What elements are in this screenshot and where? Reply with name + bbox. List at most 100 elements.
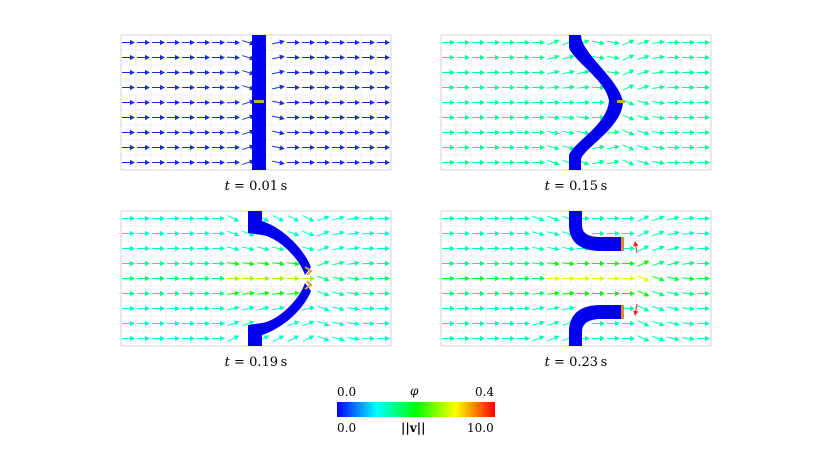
- panel-4-arrow: [546, 261, 560, 267]
- panel-4-arrow: [547, 305, 560, 311]
- panel-2-arrow: [666, 129, 680, 136]
- panel-2-arrow: [637, 84, 650, 90]
- panel-3-arrow: [346, 321, 360, 327]
- panel-1-arrow: [226, 144, 240, 151]
- panel-3-arrow: [197, 335, 210, 342]
- panel-2-arrow: [637, 130, 650, 136]
- panel-1-arrow: [347, 84, 360, 91]
- panel-4-arrow: [622, 320, 635, 327]
- panel-1-arrow: [226, 129, 240, 136]
- colorbar-phi-symbol: φ: [410, 384, 419, 398]
- panel-4-arrow: [637, 320, 650, 327]
- panel-4-arrow: [517, 245, 530, 252]
- panel-3-arrow: [182, 305, 195, 312]
- panel-3-arrow: [227, 275, 240, 282]
- panel-3-arrow: [332, 245, 345, 251]
- panel-4-arrow: [696, 260, 710, 267]
- panel-2-arrow: [457, 159, 470, 166]
- panel-3-arrow: [122, 335, 135, 342]
- panel-4-arrow: [607, 215, 620, 222]
- panel-1-arrow: [167, 114, 180, 121]
- panel-1-arrow: [302, 69, 315, 76]
- panel-4-arrow: [502, 275, 515, 282]
- panel-1-arrow: [167, 54, 180, 61]
- colorbar-v-max: 10.0: [467, 421, 494, 435]
- panel-3-interface-mark-bottom: [304, 280, 313, 290]
- panel-2-arrow: [517, 69, 530, 76]
- panel-1-arrow: [362, 114, 375, 121]
- panel-1-arrow: [226, 159, 240, 166]
- panel-2-arrow: [591, 114, 605, 121]
- panel-1-arrow: [347, 69, 360, 76]
- panel-4-arrow: [502, 305, 515, 312]
- panel-2-arrow: [697, 69, 710, 76]
- panel-1-arrow: [317, 69, 330, 76]
- panel-3-arrow: [361, 245, 375, 252]
- panel-4-arrow: [667, 306, 680, 312]
- panel-3-arrow: [346, 230, 360, 236]
- panel-2-arrow: [547, 99, 560, 106]
- panel-4-arrow: [472, 245, 485, 252]
- panel-3-arrow: [332, 336, 345, 342]
- panel-1-arrow: [137, 69, 150, 76]
- panel-3-wall: [248, 211, 311, 346]
- panel-1-arrow: [362, 99, 375, 106]
- panel-4-arrow: [502, 320, 515, 327]
- panel-1-arrow: [347, 144, 360, 151]
- panel-3-arrow: [361, 320, 375, 327]
- panel-1-arrow: [212, 114, 225, 121]
- panel-1-arrow: [272, 145, 285, 151]
- panel-1-arrow: [332, 114, 345, 121]
- panel-1-arrow: [152, 39, 165, 46]
- panel-1-arrow: [167, 39, 180, 46]
- panel-3-arrow: [182, 290, 195, 297]
- panel-3-arrow: [361, 260, 375, 267]
- panel-4-arrow: [667, 230, 680, 236]
- panel-1-arrow: [167, 129, 180, 136]
- panel-2-arrow: [682, 159, 695, 166]
- panel-3-arrow: [167, 305, 180, 312]
- panel-2-arrow: [637, 115, 650, 121]
- panel-4-arrow: [696, 290, 710, 297]
- panel-3-arrow: [212, 260, 225, 267]
- panel-3-arrow: [167, 275, 180, 282]
- panel-4-arrow: [442, 275, 455, 282]
- panel-4-arrow: [652, 275, 665, 282]
- panel-1-arrow: [302, 129, 315, 136]
- panel-1-arrow: [122, 54, 135, 61]
- panel-1-arrow: [317, 54, 330, 61]
- panel-4-arrow: [442, 290, 455, 297]
- panel-3-structure: [248, 211, 313, 346]
- panel-2-arrow: [652, 84, 665, 90]
- panel-4-arrow: [487, 215, 500, 222]
- panel-1-arrow: [182, 144, 195, 151]
- panel-3-arrow: [241, 261, 255, 267]
- panel-2-arrow: [652, 100, 665, 106]
- panel-2-arrow: [666, 159, 680, 166]
- panel-3-arrow: [212, 290, 225, 297]
- panel-1-arrow: [197, 129, 210, 136]
- panel-3-arrow: [122, 305, 135, 312]
- panel-3-arrow: [287, 335, 300, 342]
- panel-3-arrow: [182, 320, 195, 327]
- panel-1-arrow: [212, 144, 225, 151]
- panel-2-arrow: [682, 114, 695, 121]
- panel-1-arrow: [226, 39, 240, 46]
- panel-1-arrow: [377, 129, 390, 136]
- panel-1-arrow: [347, 114, 360, 121]
- panel-2-arrow: [502, 129, 515, 136]
- panel-1-arrow: [347, 129, 360, 136]
- panel-4-arrow: [457, 305, 470, 312]
- panel-3-arrow: [377, 230, 390, 237]
- panel-1-arrow: [272, 84, 285, 90]
- panel-3-arrow: [182, 260, 195, 267]
- panel-1-arrow: [152, 129, 165, 136]
- panel-2-arrow: [592, 55, 605, 61]
- panel-1-arrow: [287, 129, 300, 136]
- panel-3-arrow: [256, 290, 270, 296]
- panel-1-arrow: [226, 69, 240, 76]
- panel-3-arrow: [302, 246, 315, 252]
- panel-4-arrow: [457, 290, 470, 297]
- panel-3-arrow: [137, 245, 150, 252]
- panel-3-arrow: [332, 291, 345, 297]
